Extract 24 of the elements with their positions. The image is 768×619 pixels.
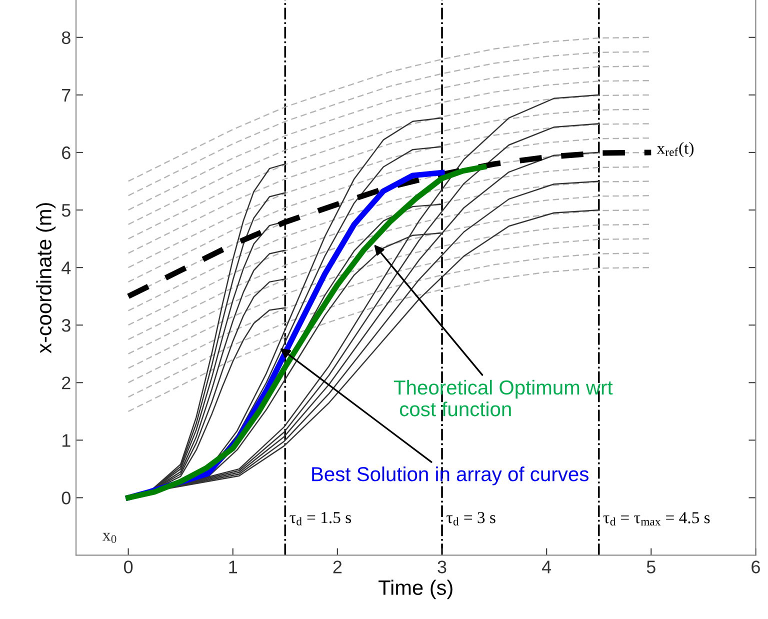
x-tick-label: 0 <box>124 560 133 574</box>
y-tick-label: 3 <box>62 319 70 332</box>
annotation: Theoretical Optimum wrt cost function <box>394 380 613 416</box>
y-tick-label: 5 <box>62 204 70 217</box>
x-tick-label: 6 <box>752 560 760 574</box>
y-tick-label: 8 <box>62 31 70 44</box>
x-tick-label: 3 <box>438 560 446 574</box>
ref-line-label: τ$_{d}$ = 1.5 s <box>290 512 351 526</box>
x-tick-label: 4 <box>542 560 552 574</box>
x-axis-title: Time (s) <box>378 580 452 600</box>
y-tick-label: 1 <box>62 434 70 447</box>
annotation: x$_{0}$ <box>102 532 116 543</box>
y-tick-label: 0 <box>62 492 70 504</box>
y-tick-label: 2 <box>62 376 70 390</box>
y-tick-label: 4 <box>62 262 71 274</box>
x-tick-label: 2 <box>333 560 342 574</box>
series-label: x$_{ref}$(t) <box>656 142 694 158</box>
x-tick-label: 5 <box>646 560 656 574</box>
y-tick-label: 7 <box>62 89 70 102</box>
ref-line-label: τ$_{d}$ = 3 s <box>446 512 496 526</box>
x-tick-label: 1 <box>229 560 238 574</box>
ref-line-label: τ$_{d}$ = τ$_{max}$ = 4.5 s <box>603 512 710 526</box>
y-tick-label: 6 <box>62 146 70 160</box>
y-axis-title: x-coordinate (m) <box>36 203 56 354</box>
